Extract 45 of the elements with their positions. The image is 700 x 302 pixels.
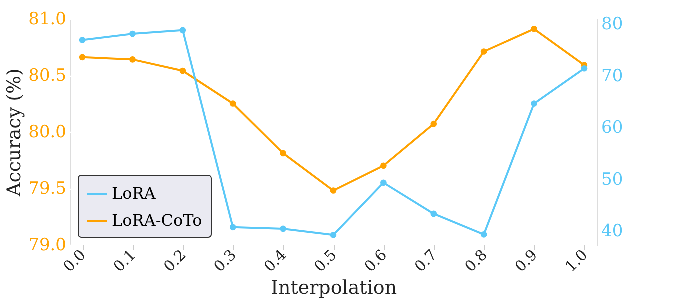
point — [130, 30, 136, 38]
point — [430, 210, 438, 218]
x-tick-label: 1.0 — [562, 246, 592, 276]
point — [280, 150, 286, 157]
point — [531, 100, 538, 107]
x-tick-label: 0.3 — [210, 246, 240, 276]
point — [430, 120, 438, 128]
y2-tick-label: 40 — [602, 222, 624, 242]
point — [480, 232, 488, 238]
y-tick-label: 80.5 — [28, 66, 66, 86]
y-axis-title: Accuracy (%) — [4, 68, 26, 198]
point — [180, 27, 186, 34]
y-tick-label: 80.0 — [28, 122, 66, 142]
x-tick-label: 0.9 — [512, 246, 542, 276]
point — [180, 68, 186, 74]
y-tick-label: 81.0 — [28, 10, 66, 30]
x-tick-label: 0.8 — [461, 246, 491, 276]
point — [79, 37, 86, 44]
point — [581, 65, 588, 72]
y-tick-label: 79.5 — [28, 179, 66, 199]
legend-label: LoRA-CoTo — [112, 211, 202, 230]
y2-tick-label: 60 — [602, 118, 624, 138]
point — [531, 26, 538, 32]
x-tick-label: 0.6 — [360, 246, 391, 276]
point — [230, 100, 236, 107]
y-tick-label: 79.0 — [28, 236, 66, 256]
y2-tick-label: 50 — [602, 170, 624, 190]
point — [480, 48, 488, 55]
point — [330, 188, 337, 194]
point — [79, 54, 86, 61]
point — [330, 232, 337, 238]
point — [130, 56, 136, 63]
x-tick-label: 0.2 — [160, 246, 190, 276]
x-tick-label: 0.7 — [411, 246, 441, 276]
point — [380, 162, 387, 170]
point — [280, 226, 286, 232]
y2-tick-label: 70 — [602, 66, 624, 86]
point — [230, 224, 236, 231]
legend-label: LoRA — [112, 184, 156, 203]
y2-tick-label: 80 — [602, 14, 624, 35]
x-axis-title: Interpolation — [270, 277, 398, 300]
x-tick-label: 0.1 — [110, 246, 140, 276]
x-tick-label: 0.5 — [310, 246, 340, 276]
point — [380, 180, 387, 186]
x-tick-label: 0.4 — [260, 246, 290, 276]
